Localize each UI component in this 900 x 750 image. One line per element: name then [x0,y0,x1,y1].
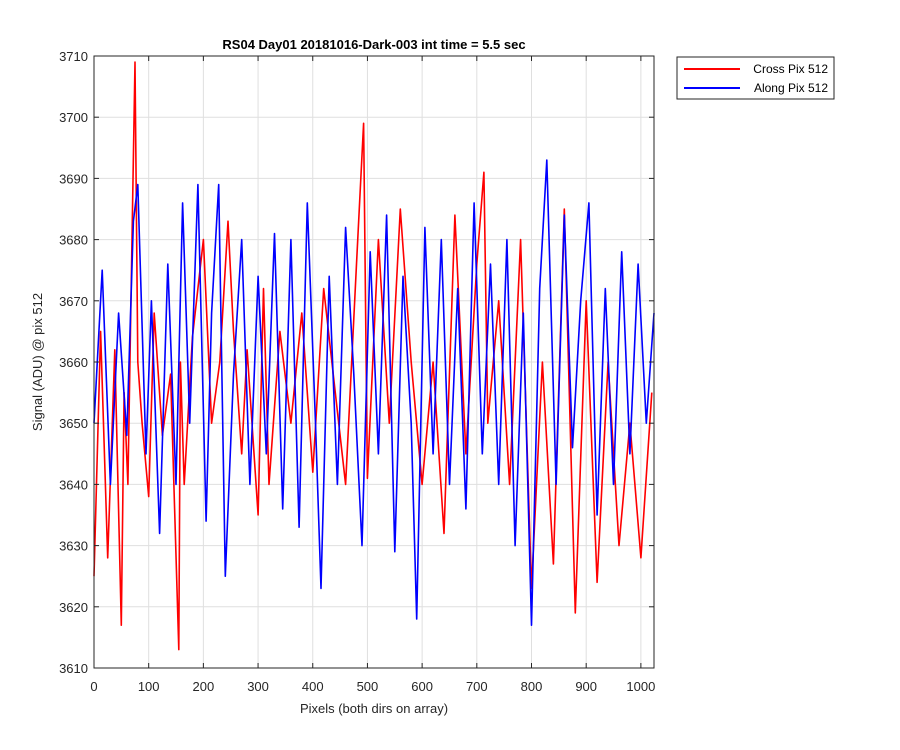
y-tick-label: 3670 [59,294,88,309]
chart-title: RS04 Day01 20181016-Dark-003 int time = … [222,37,525,52]
x-axis-label: Pixels (both dirs on array) [300,701,448,716]
y-tick-label: 3690 [59,171,88,186]
legend: Cross Pix 512 Along Pix 512 [676,56,835,100]
y-tick-label: 3640 [59,477,88,492]
x-tick-label: 400 [302,679,324,694]
x-tick-label: 1000 [626,679,655,694]
y-tick-label: 3700 [59,110,88,125]
tick-group: 0 100 200 300 400 500 600 700 800 900 1000 3610 3620… [59,49,655,694]
y-tick-label: 3710 [59,49,88,64]
y-tick-label: 3610 [59,661,88,676]
legend-label-cross: Cross Pix 512 [753,62,828,76]
y-tick-label: 3660 [59,355,88,370]
y-tick-label: 3650 [59,416,88,431]
y-tick-label: 3620 [59,600,88,615]
x-tick-label: 500 [357,679,379,694]
legend-box [676,56,835,100]
x-tick-label: 800 [521,679,543,694]
y-tick-label: 3680 [59,233,88,248]
x-tick-label: 300 [247,679,269,694]
y-tick-label: 3630 [59,539,88,554]
x-tick-label: 600 [411,679,433,694]
series-line-along-pix-512 [93,159,655,627]
legend-label-along: Along Pix 512 [754,81,828,95]
x-tick-label: 200 [193,679,215,694]
x-tick-label: 100 [138,679,160,694]
x-tick-label: 0 [90,679,97,694]
y-axis-label: Signal (ADU) @ pix 512 [30,293,45,431]
x-tick-label: 700 [466,679,488,694]
series-group [93,61,655,651]
x-tick-label: 900 [575,679,597,694]
